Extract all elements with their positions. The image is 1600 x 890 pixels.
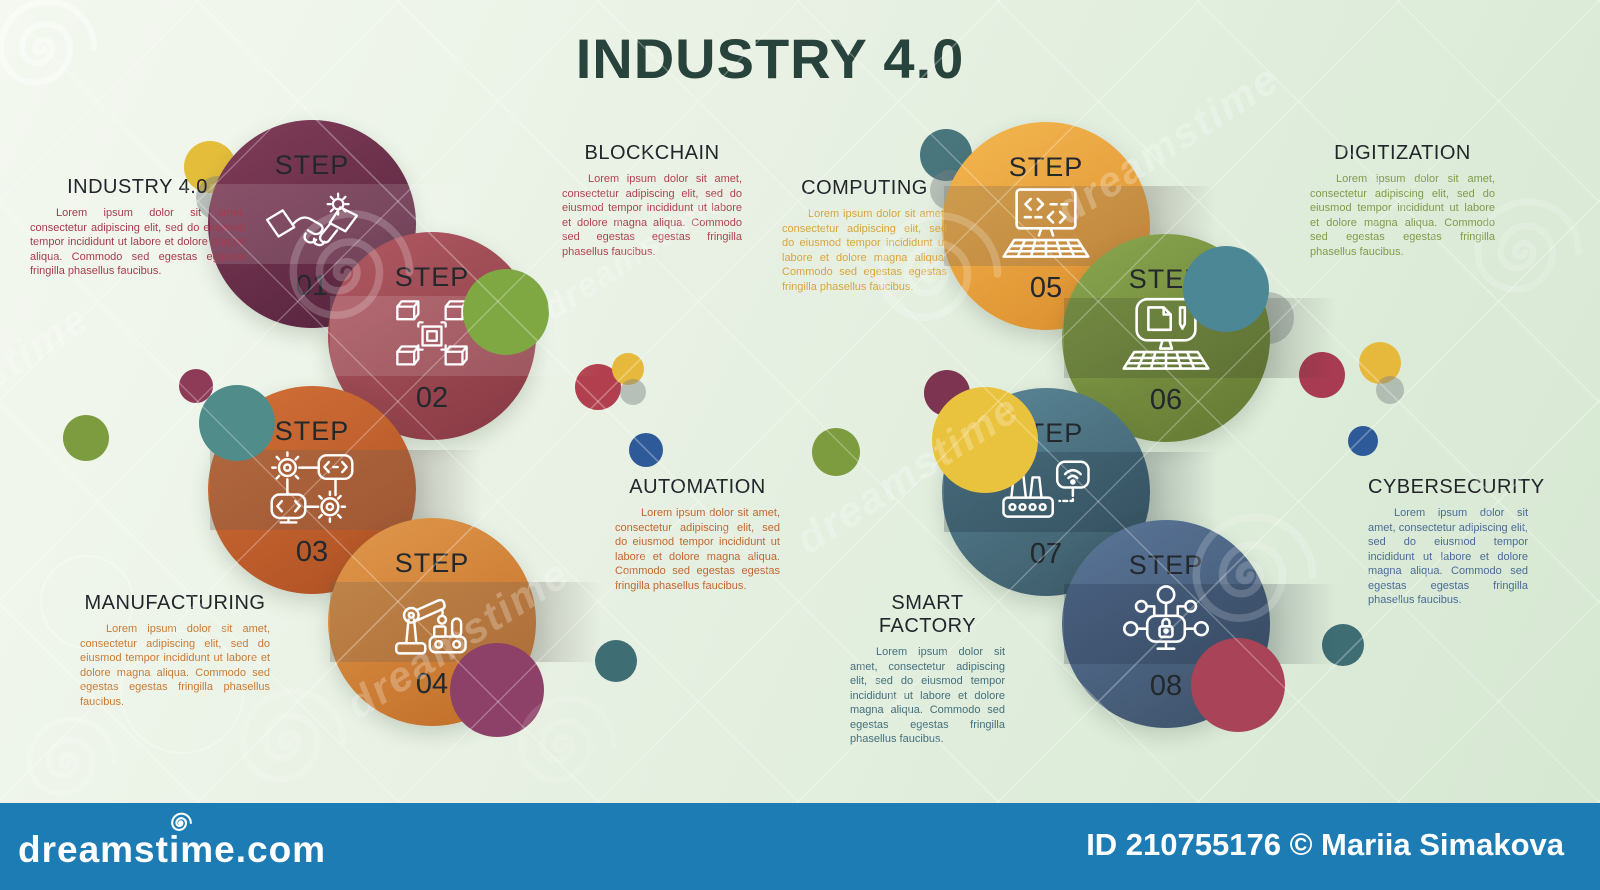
step-label: STEP — [1128, 550, 1204, 580]
decorative-ring — [120, 630, 244, 754]
step-number: 05 — [1029, 272, 1063, 304]
decorative-circle — [1299, 352, 1345, 398]
section-body: Lorem ipsum dolor sit amet, consectetur … — [850, 646, 1005, 746]
robot-arm-icon — [385, 580, 479, 664]
cybersecurity-icon — [1119, 582, 1213, 666]
step-label: STEP — [1008, 152, 1084, 182]
section-digitization: DIGITIZATION Lorem ipsum dolor sit amet,… — [1310, 142, 1495, 259]
section-cybersecurity: CYBERSECURITY Lorem ipsum dolor sit amet… — [1368, 476, 1545, 608]
decorative-circle — [620, 379, 646, 405]
decorative-circle — [629, 433, 663, 467]
decorative-circle — [812, 428, 860, 476]
section-body: Lorem ipsum dolor sit amet, consectetur … — [80, 623, 270, 708]
image-credit: ID 210755176 © Mariia Simakova — [1086, 827, 1564, 862]
section-body: Lorem ipsum dolor sit amet, consectetur … — [562, 173, 742, 258]
decorative-circle — [463, 269, 549, 355]
step-label: STEP — [274, 150, 350, 180]
decorative-circle — [199, 385, 275, 461]
section-body: Lorem ipsum dolor sit amet, consectetur … — [30, 207, 245, 278]
page-title: INDUSTRY 4.0 — [575, 27, 965, 90]
step-number: 01 — [295, 270, 329, 302]
section-heading: MANUFACTURING — [84, 592, 266, 614]
section-heading: SMART FACTORY — [878, 592, 977, 637]
decorative-circle — [1376, 376, 1404, 404]
section-computing: COMPUTING Lorem ipsum dolor sit amet, co… — [782, 177, 947, 294]
section-blockchain: BLOCKCHAIN Lorem ipsum dolor sit amet, c… — [562, 142, 742, 259]
step-label: STEP — [394, 262, 470, 292]
section-heading: INDUSTRY 4.0 — [67, 176, 208, 198]
step-label: STEP — [274, 416, 350, 446]
decorative-circle — [1322, 624, 1364, 666]
section-body: Lorem ipsum dolor sit amet, consectetur … — [1310, 173, 1495, 258]
step-number: 06 — [1149, 384, 1183, 416]
section-heading: COMPUTING — [801, 177, 928, 199]
decorative-circle — [1348, 426, 1378, 456]
step-number: 03 — [295, 536, 329, 568]
dreamstime-logo-spiral-icon — [171, 812, 192, 831]
section-smart-factory: SMART FACTORY Lorem ipsum dolor sit amet… — [850, 592, 1005, 747]
section-manufacturing: MANUFACTURING Lorem ipsum dolor sit amet… — [80, 592, 270, 709]
decorative-circle — [612, 353, 644, 385]
smart-factory-icon — [999, 450, 1093, 534]
step-number: 02 — [415, 382, 449, 414]
dreamstime-logo: dreamstime.com — [18, 812, 327, 871]
step-number: 04 — [415, 668, 449, 700]
footer-bar: dreamstime.com ID 210755176 © Mariia Sim… — [0, 803, 1600, 890]
blockchain-icon — [385, 294, 479, 378]
decorative-circle — [595, 640, 637, 682]
decorative-ring — [40, 555, 134, 649]
dreamstime-spiral-watermark — [0, 0, 97, 86]
dreamstime-logo-text: dreamstime.com — [18, 829, 327, 870]
step-number: 07 — [1029, 538, 1063, 570]
step-03-band — [210, 450, 482, 530]
section-automation: AUTOMATION Lorem ipsum dolor sit amet, c… — [615, 476, 780, 593]
decorative-circle — [1359, 342, 1401, 384]
computing-icon — [999, 184, 1093, 268]
step-label: STEP — [394, 548, 470, 578]
section-body: Lorem ipsum dolor sit amet, consectetur … — [615, 507, 780, 592]
section-heading: AUTOMATION — [629, 476, 766, 498]
handshake-icon — [265, 182, 359, 266]
step-08-band — [1064, 584, 1336, 664]
section-heading: DIGITIZATION — [1334, 142, 1471, 164]
step-number: 08 — [1149, 670, 1183, 702]
section-body: Lorem ipsum dolor sit amet, consectetur … — [1368, 507, 1528, 607]
section-heading: CYBERSECURITY — [1368, 476, 1545, 498]
section-heading: BLOCKCHAIN — [584, 142, 720, 164]
dreamstime-spiral-watermark — [26, 716, 118, 797]
decorative-circle — [63, 415, 109, 461]
decorative-circle — [1191, 638, 1285, 732]
decorative-circle — [450, 643, 544, 737]
automation-icon — [265, 448, 359, 532]
section-industry-4-0: INDUSTRY 4.0 Lorem ipsum dolor sit amet,… — [30, 176, 245, 279]
decorative-circle — [932, 387, 1038, 493]
decorative-circle — [1183, 246, 1269, 332]
section-body: Lorem ipsum dolor sit amet, consectetur … — [782, 208, 947, 293]
